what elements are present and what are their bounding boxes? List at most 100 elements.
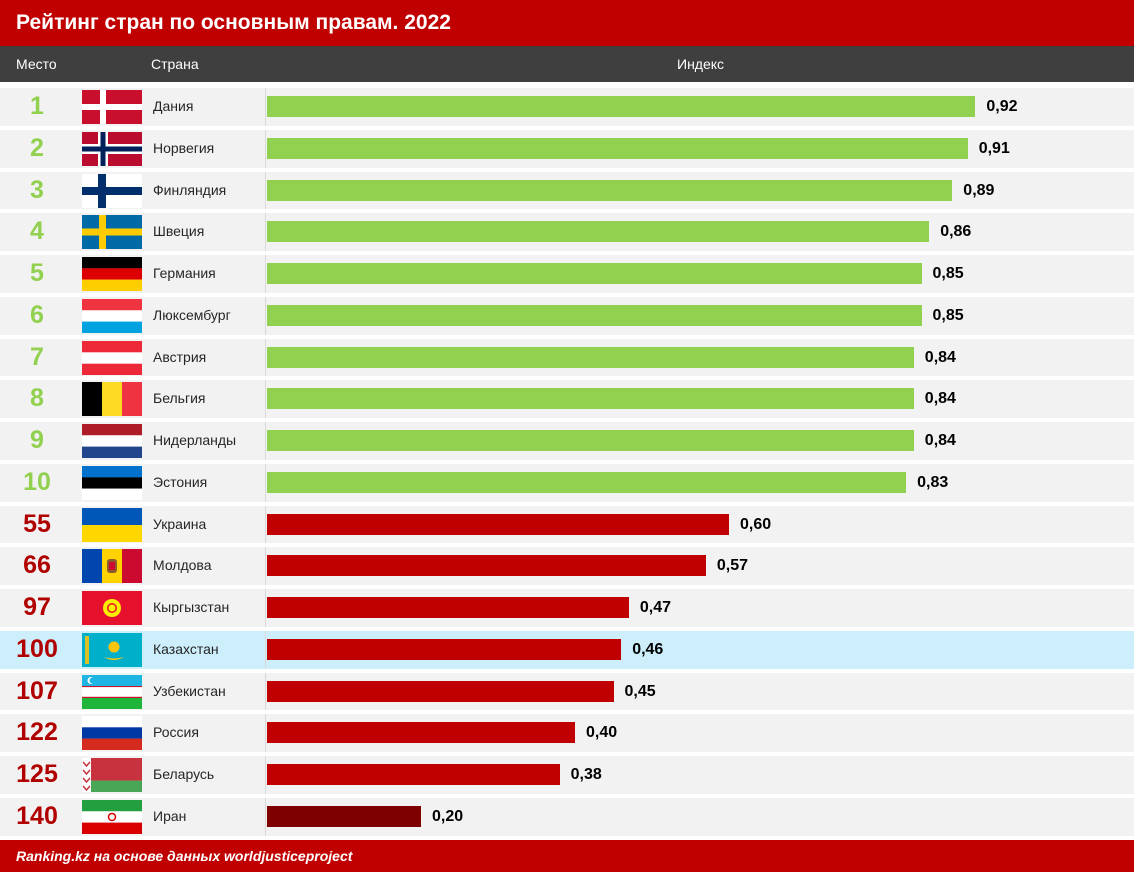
rank-label: 97 [23, 593, 51, 621]
country-label: Швеция [153, 223, 205, 240]
value-label: 0,46 [632, 640, 664, 658]
country-label: Австрия [153, 348, 207, 365]
table-row: 7 Австрия 0,84 [0, 337, 1134, 379]
table-row: 125 Беларусь 0,38 [0, 754, 1134, 796]
rank-label: 3 [30, 175, 44, 204]
header-country: Страна [151, 56, 199, 72]
rank-label: 6 [30, 300, 44, 329]
value-label: 0,84 [924, 390, 956, 408]
value-label: 0,83 [917, 473, 949, 491]
source-footer: Ranking.kz на основе данных worldjustice… [0, 840, 1134, 872]
column-divider [265, 213, 266, 251]
flag-lu-icon [82, 298, 142, 333]
bar [267, 179, 953, 201]
column-divider [265, 255, 266, 293]
rank-label: 8 [30, 384, 44, 413]
rank-label: 10 [23, 467, 51, 496]
header-rank: Место [16, 56, 57, 72]
value-label: 0,57 [716, 557, 749, 575]
bar [267, 805, 421, 827]
table-header: Место Страна Индекс [0, 46, 1134, 82]
table-row: 8 Бельгия 0,84 [0, 378, 1134, 420]
bar [267, 513, 729, 535]
row-background [0, 756, 1134, 794]
flag-by-icon [82, 758, 142, 792]
flag-at-icon [82, 340, 142, 375]
country-label: Казахстан [153, 640, 219, 657]
rank-label: 1 [30, 92, 44, 120]
value-label: 0,20 [432, 807, 464, 825]
bar [267, 471, 907, 493]
column-divider [265, 797, 266, 836]
flag-fi-icon [82, 173, 142, 208]
value-label: 0,47 [639, 599, 672, 616]
table-row: 66 Молдова 0,57 [0, 545, 1134, 587]
flag-kz-icon [82, 632, 142, 667]
value-label: 0,86 [940, 223, 972, 241]
column-divider [265, 505, 266, 544]
bar [267, 263, 922, 284]
chart-title: Рейтинг стран по основным правам. 2022 [0, 0, 1134, 46]
row-background [0, 797, 1134, 836]
country-label: Беларусь [153, 766, 215, 782]
rank-label: 4 [30, 217, 44, 246]
flag-md-icon [82, 549, 142, 584]
rank-label: 107 [16, 676, 58, 705]
column-divider [265, 380, 266, 418]
column-divider [265, 296, 266, 335]
table-row: 9 Нидерланды 0,84 [0, 420, 1134, 462]
value-label: 0,45 [624, 682, 656, 700]
column-divider [265, 672, 266, 711]
country-label: Кыргызстан [153, 599, 230, 615]
flag-be-icon [82, 382, 142, 417]
header-index: Индекс [677, 56, 725, 72]
value-label: 0,85 [932, 306, 964, 324]
table-row: 3 Финляндия 0,89 [0, 170, 1134, 212]
chart-rows: 1 Дания 0,92 2 Норвегия 0,91 3 Финляндия 0,89 4 Шв… [0, 86, 1134, 838]
flag-ru-icon [82, 716, 142, 751]
column-divider [265, 547, 266, 585]
value-label: 0,89 [963, 181, 995, 199]
rank-label: 55 [23, 509, 51, 538]
table-row: 4 Швеция 0,86 [0, 211, 1134, 253]
rank-label: 2 [30, 133, 44, 162]
rank-label: 122 [16, 718, 58, 747]
country-label: Иран [153, 807, 187, 824]
value-label: 0,84 [924, 348, 956, 366]
value-label: 0,40 [586, 724, 618, 742]
column-divider [265, 756, 266, 794]
table-row: 10 Эстония 0,83 [0, 462, 1134, 504]
country-label: Люксембург [153, 306, 231, 323]
table-row: 140 Иран 0,20 [0, 796, 1134, 838]
country-label: Молдова [153, 557, 212, 574]
flag-dk-icon [82, 90, 142, 124]
value-label: 0,91 [978, 139, 1010, 157]
table-row: 2 Норвегия 0,91 [0, 128, 1134, 170]
country-label: Дания [153, 98, 194, 114]
table-row: 97 Кыргызстан 0,47 [0, 587, 1134, 629]
rank-label: 100 [16, 634, 58, 663]
column-divider [265, 463, 266, 502]
value-label: 0,84 [924, 432, 956, 449]
table-row: 55 Украина 0,60 [0, 504, 1134, 546]
country-label: Финляндия [153, 181, 227, 198]
table-row: 5 Германия 0,85 [0, 253, 1134, 295]
bar [267, 137, 968, 159]
bar [267, 304, 922, 326]
flag-ir-icon [82, 799, 142, 834]
rank-label: 7 [30, 342, 44, 371]
value-label: 0,60 [740, 515, 772, 533]
table-row: 122 Россия 0,40 [0, 712, 1134, 754]
bar [267, 555, 706, 577]
column-divider [265, 714, 266, 752]
column-divider [265, 88, 266, 126]
table-row: 1 Дания 0,92 [0, 86, 1134, 128]
country-label: Бельгия [153, 390, 206, 407]
rank-label: 66 [23, 551, 51, 580]
table-row: 6 Люксембург 0,85 [0, 295, 1134, 337]
bar [267, 430, 914, 451]
column-divider [265, 171, 266, 210]
bar [267, 597, 629, 618]
rank-label: 9 [30, 426, 44, 454]
table-row: 107 Узбекистан 0,45 [0, 671, 1134, 713]
